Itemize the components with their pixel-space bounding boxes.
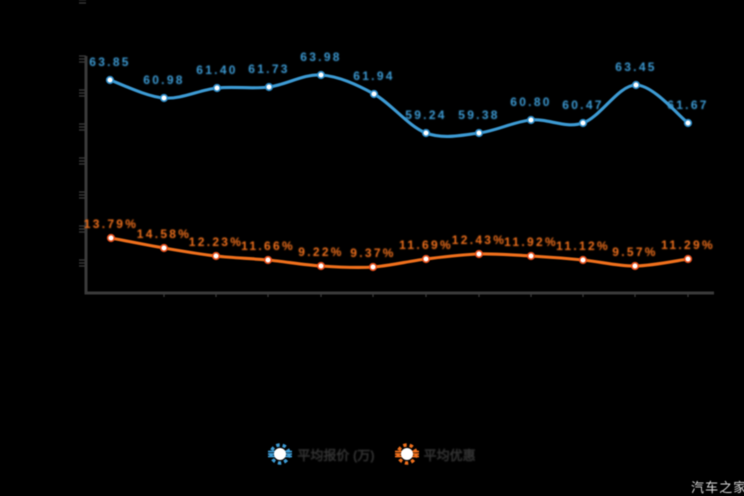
svg-text:59.38: 59.38 <box>458 108 500 122</box>
svg-text:61.94: 61.94 <box>353 69 395 83</box>
svg-text:12.43%: 12.43% <box>452 233 507 247</box>
svg-text:63.45: 63.45 <box>615 60 657 74</box>
svg-text:11.12%: 11.12% <box>556 239 610 253</box>
svg-text:60.98: 60.98 <box>143 73 185 87</box>
svg-text:11.29%: 11.29% <box>661 238 715 252</box>
svg-text:63.85: 63.85 <box>89 55 131 69</box>
svg-text:60.80: 60.80 <box>510 95 552 109</box>
svg-text:9.37%: 9.37% <box>350 246 396 260</box>
svg-text:11.69%: 11.69% <box>399 238 453 252</box>
svg-text:14.58%: 14.58% <box>137 227 192 241</box>
svg-text:11.66%: 11.66% <box>241 239 295 253</box>
svg-text:61.73: 61.73 <box>248 62 290 76</box>
svg-text:61.67: 61.67 <box>667 98 709 112</box>
svg-text:9.57%: 9.57% <box>612 245 658 259</box>
svg-text:60.47: 60.47 <box>562 98 604 112</box>
svg-text:13.79%: 13.79% <box>84 217 139 231</box>
svg-text:63.98: 63.98 <box>300 50 342 64</box>
svg-text:12.23%: 12.23% <box>189 235 244 249</box>
svg-text:11.92%: 11.92% <box>504 235 558 249</box>
svg-text:9.22%: 9.22% <box>298 245 344 259</box>
svg-text:61.40: 61.40 <box>196 63 238 77</box>
svg-text:59.24: 59.24 <box>405 108 447 122</box>
